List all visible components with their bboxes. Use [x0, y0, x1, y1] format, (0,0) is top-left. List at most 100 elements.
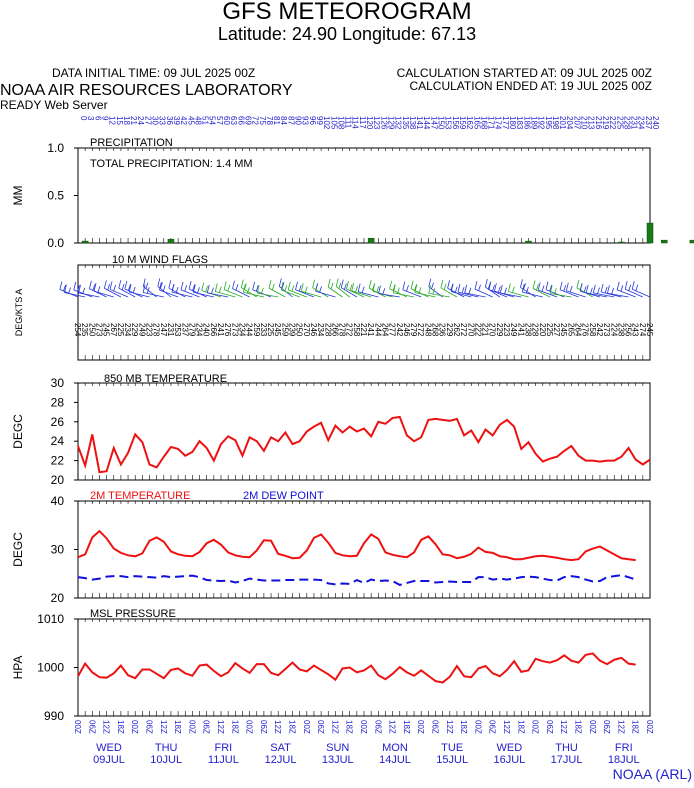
- wind-barb-feather: [349, 284, 353, 291]
- wind-barb-feather: [201, 282, 205, 291]
- wind-barb: [474, 288, 493, 298]
- forecast-hour-label: 81: [272, 116, 281, 125]
- utc-hour-label: 18Z: [516, 720, 525, 734]
- wind-barb-feather: [300, 283, 304, 292]
- day-of-week-label: FRI: [615, 742, 633, 754]
- wind-dir-label: 266: [330, 323, 339, 337]
- wind-barb: [617, 289, 636, 298]
- wind-barb-feather: [192, 284, 196, 291]
- utc-hour-label: 06Z: [488, 720, 497, 734]
- wind-barb-feather: [468, 287, 472, 294]
- wind-barb-feather: [585, 284, 589, 293]
- wind-barb-feather: [127, 284, 131, 291]
- utc-hour-label: 12Z: [445, 720, 454, 734]
- wind-dir-label: 240: [202, 323, 211, 337]
- wind-dir-label: 238: [523, 323, 532, 337]
- utc-hour-label: 18Z: [402, 720, 411, 734]
- forecast-hour-label: 225: [615, 116, 624, 130]
- utc-hour-label: 18Z: [288, 720, 297, 734]
- credit-label: NOAA (ARL): [612, 766, 692, 782]
- wind-barb: [464, 292, 486, 298]
- wind-barb-feather: [431, 282, 434, 289]
- wind-title: 10 M WIND FLAGS: [112, 254, 208, 266]
- wind-barb: [118, 287, 136, 298]
- forecast-hour-label: 159: [458, 116, 467, 130]
- wind-dir-label: 279: [409, 323, 418, 337]
- forecast-hour-label: 69: [243, 116, 252, 125]
- wind-barb-feather: [392, 284, 396, 293]
- wind-barb-feather: [592, 284, 596, 293]
- utc-hour-label: 00Z: [187, 720, 196, 734]
- wind-barb: [440, 287, 458, 298]
- wind-barb-feather: [428, 278, 432, 287]
- utc-hour-label: 12Z: [559, 720, 568, 734]
- wind-barb-feather: [464, 284, 468, 293]
- wind-dir-label: 273: [94, 323, 103, 337]
- wind-barb-feather: [526, 286, 529, 294]
- wind-dir-label: 245: [102, 323, 111, 337]
- precip-bar: [525, 240, 532, 244]
- precip-bar: [689, 239, 694, 244]
- y-tick-label: 20: [51, 473, 65, 487]
- t850-line: [77, 415, 651, 474]
- wind-barb: [607, 292, 629, 298]
- wind-barb-feather: [410, 280, 414, 289]
- date-label: 13JUL: [322, 754, 354, 766]
- wind-barb-feather: [541, 285, 545, 292]
- forecast-hour-label: 135: [401, 116, 410, 130]
- forecast-hour-label: 87: [286, 116, 295, 125]
- wind-barb-feather: [162, 285, 166, 292]
- wind-barb-feather: [616, 281, 620, 290]
- wind-barb-feather: [97, 286, 101, 293]
- wind-barb: [268, 287, 286, 298]
- wind-barb: [593, 292, 615, 298]
- wind-barb: [257, 292, 279, 298]
- wind-barb-feather: [620, 285, 624, 292]
- wind-dir-label: 234: [123, 323, 132, 337]
- wind-barb-feather: [244, 283, 247, 290]
- wind-barb: [335, 286, 350, 298]
- wind-barb-feather: [255, 285, 259, 292]
- forecast-hour-label: 141: [415, 116, 424, 130]
- t850-panel-frame: [77, 382, 651, 481]
- wind-barb: [559, 289, 579, 298]
- page-title: GFS METEOROGRAM: [222, 0, 472, 25]
- wind-barb: [410, 288, 429, 298]
- wind-barb-feather: [565, 282, 569, 291]
- wind-barb: [168, 287, 186, 298]
- wind-barb-feather: [206, 284, 210, 293]
- wind-barb-feather: [600, 283, 604, 293]
- wind-barb-feather: [175, 286, 179, 294]
- wind-panel-frame: [77, 264, 651, 361]
- wind-barb-feather: [576, 279, 580, 288]
- wind-barb: [315, 290, 336, 298]
- wind-dir-label: 229: [445, 323, 454, 337]
- wind-dir-label: 273: [230, 323, 239, 337]
- date-label: 15JUL: [436, 754, 468, 766]
- forecast-hour-label: 93: [301, 116, 310, 125]
- wind-dir-label: 227: [552, 323, 561, 337]
- wind-dir-label: 276: [581, 323, 590, 337]
- wind-barb-feather: [252, 281, 255, 290]
- forecast-hour-label: 132: [394, 116, 403, 130]
- wind-barb-feather: [454, 286, 458, 293]
- wind-barb-feather: [73, 281, 77, 290]
- wind-dir-label: 223: [145, 323, 154, 337]
- wind-barb: [508, 291, 529, 298]
- forecast-hour-label: 126: [379, 116, 388, 130]
- wind-barb-feather: [232, 280, 235, 289]
- utc-hour-label: 12Z: [273, 720, 282, 734]
- date-label: 12JUL: [265, 754, 297, 766]
- forecast-hour-label: 192: [537, 116, 546, 130]
- wind-barb-feather: [319, 286, 322, 293]
- wind-barb: [600, 291, 622, 298]
- wind-barb-feather: [63, 284, 66, 292]
- wind-barb-feather: [335, 278, 339, 287]
- forecast-hour-label: 51: [201, 116, 210, 125]
- wind-dir-label: 242: [395, 323, 404, 337]
- wind-dir-label: 265: [566, 323, 575, 337]
- wind-barb: [232, 288, 250, 298]
- wind-barb-feather: [103, 280, 107, 289]
- wind-barb-feather: [235, 284, 239, 291]
- wind-barb-feather: [168, 280, 172, 289]
